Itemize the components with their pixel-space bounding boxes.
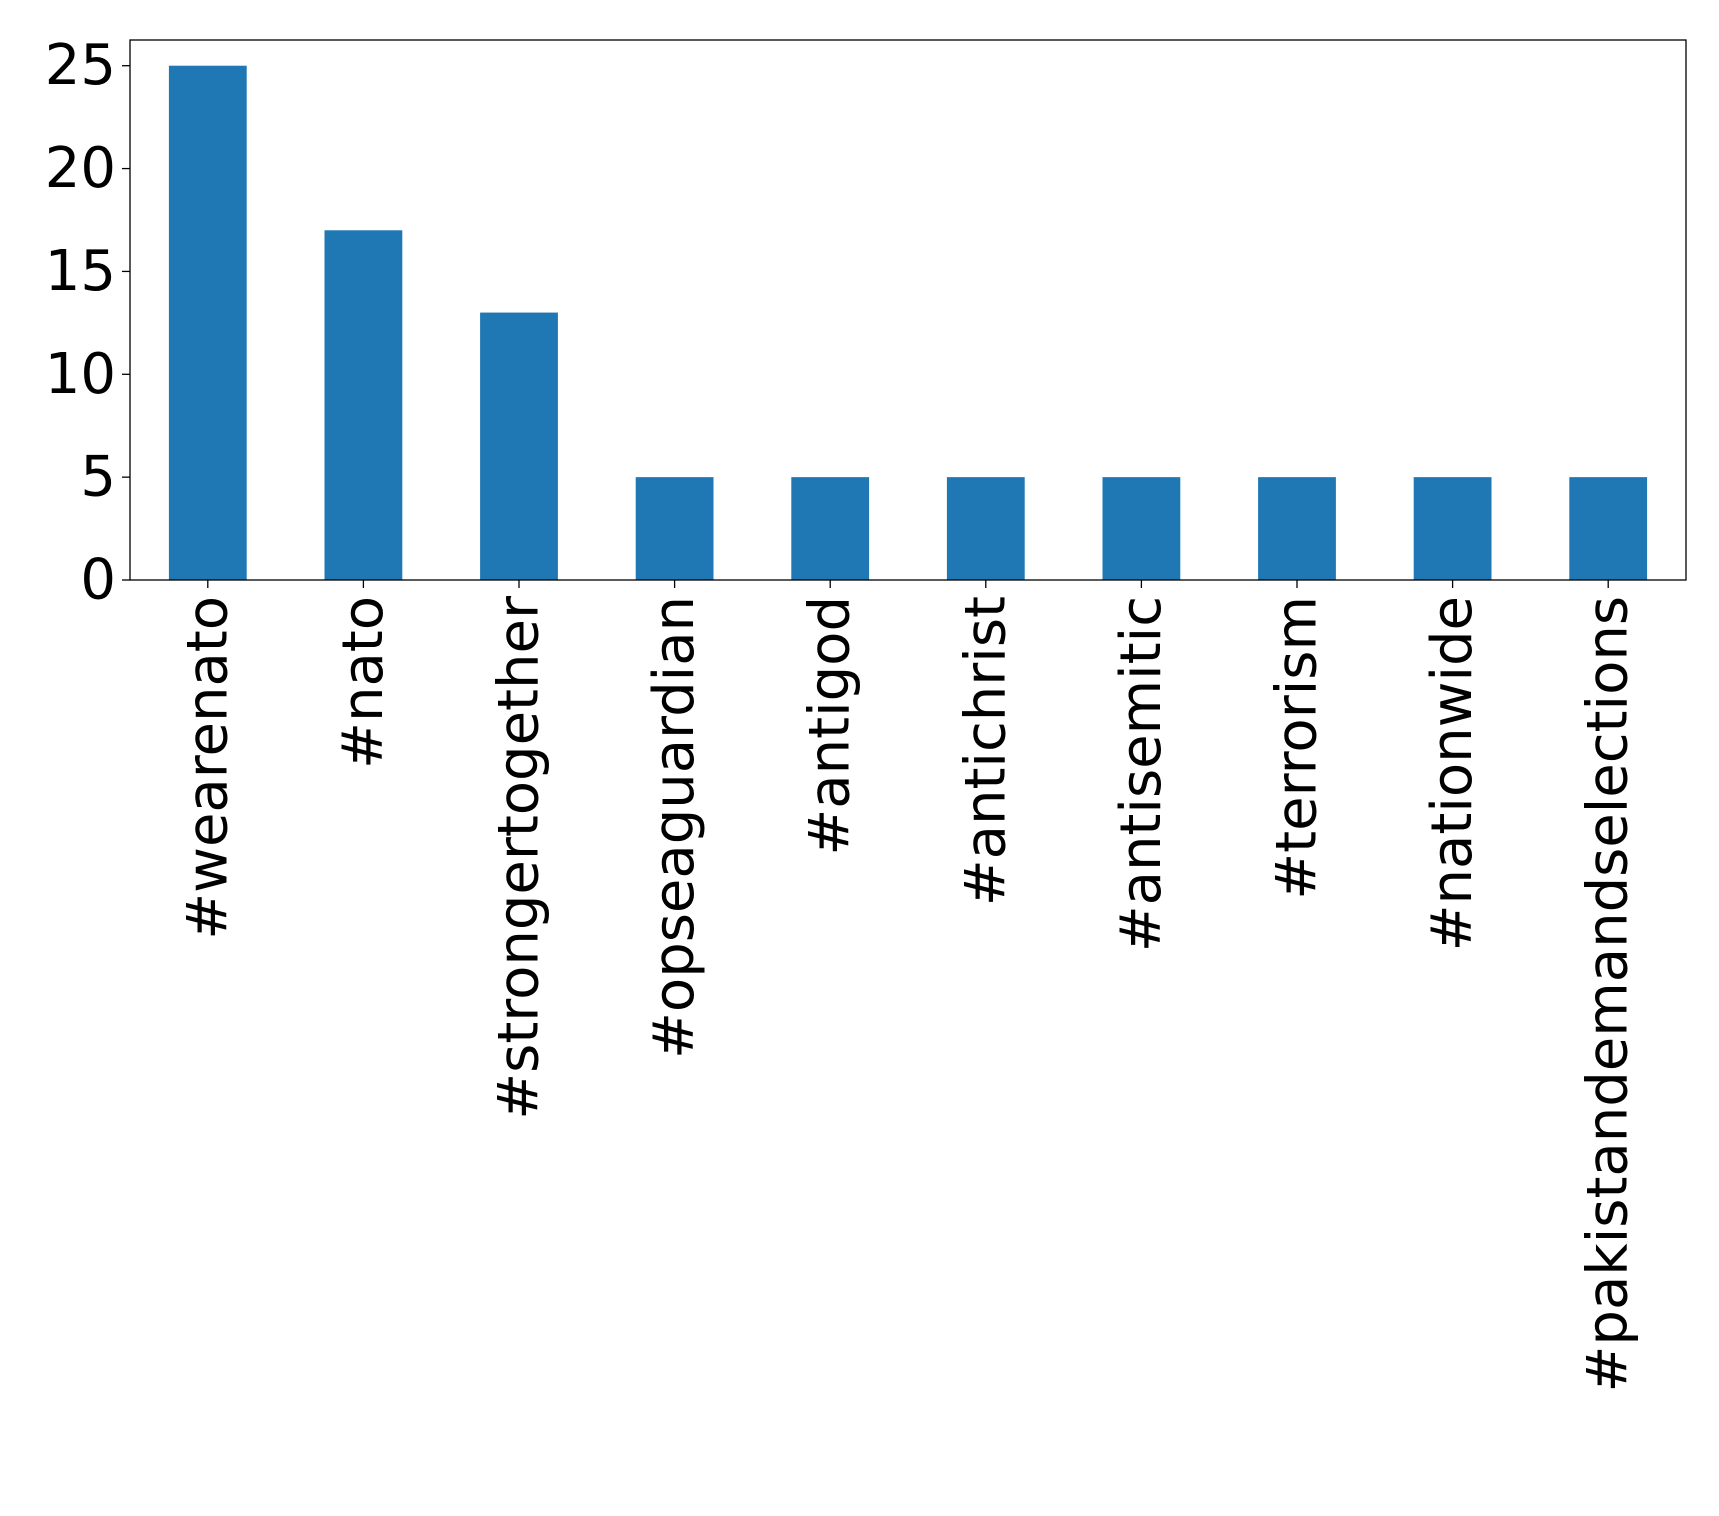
x-tick-label: #opseaguardian	[642, 596, 707, 1059]
y-tick-label: 10	[45, 342, 116, 407]
y-tick-label: 0	[80, 548, 116, 613]
x-tick-label: #antigod	[798, 596, 863, 856]
bar	[1258, 477, 1336, 580]
bar	[1569, 477, 1648, 580]
y-tick-label: 20	[45, 136, 116, 201]
x-axis: #wearenato #nato #strongertogether #opseagu…	[175, 580, 1641, 1393]
bars-group	[168, 65, 1648, 581]
x-tick-label: #strongertogether	[487, 595, 552, 1120]
y-tick-label: 25	[45, 33, 116, 98]
x-tick-label: #nationwide	[1420, 596, 1485, 951]
bar	[480, 312, 558, 580]
bar	[635, 477, 714, 580]
bar	[324, 230, 403, 581]
y-tick-label: 5	[80, 445, 116, 510]
x-tick-label: #terrorism	[1265, 596, 1330, 900]
bar	[946, 477, 1025, 580]
x-tick-label: #antichrist	[953, 596, 1018, 906]
y-tick-label: 15	[45, 239, 116, 304]
bar	[791, 477, 870, 580]
x-tick-label: #antisemitic	[1109, 596, 1174, 952]
y-axis: 0 5 10 15 20 25	[45, 33, 130, 613]
x-tick-label: #pakistandemandselections	[1576, 596, 1641, 1393]
bar	[1413, 477, 1492, 580]
plot-frame	[129, 39, 1687, 581]
bar	[168, 65, 247, 580]
x-tick-label: #wearenato	[175, 596, 240, 940]
x-tick-label: #nato	[331, 596, 396, 769]
bar	[1102, 477, 1181, 580]
